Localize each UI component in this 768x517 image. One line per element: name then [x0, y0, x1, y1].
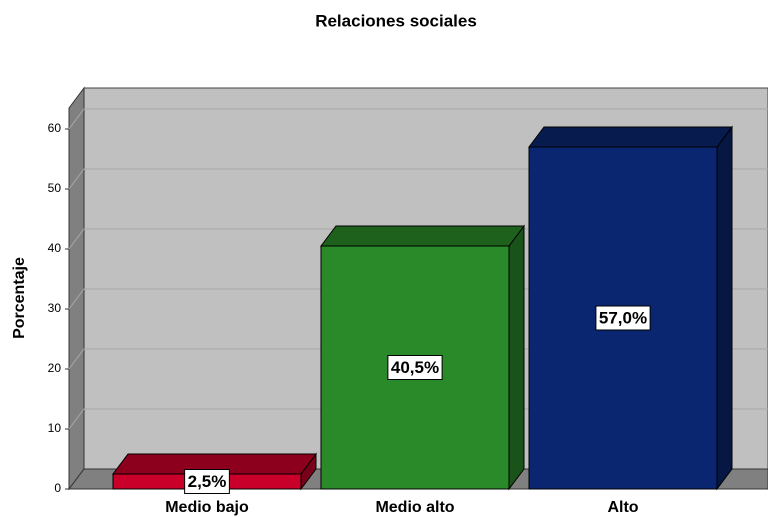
y-tick-label: 0 [54, 481, 61, 495]
value-label-box [184, 469, 230, 494]
side-wall [68, 86, 85, 491]
bar [112, 452, 317, 491]
y-tick-label: 30 [48, 301, 62, 315]
x-tick-label: Alto [607, 499, 638, 516]
bar-top [528, 126, 733, 148]
bar-side [716, 125, 733, 491]
x-tick-label: Medio alto [375, 499, 454, 516]
y-tick-label: 50 [48, 181, 62, 195]
bar-side [508, 224, 525, 491]
x-tick-label: Medio bajo [165, 499, 249, 516]
value-label: 2,5% [188, 472, 227, 491]
value-label: 57,0% [599, 308, 647, 327]
value-label-box [595, 305, 651, 331]
value-label: 40,5% [391, 358, 439, 377]
y-tick-label: 40 [48, 241, 62, 255]
value-label-box [387, 355, 443, 380]
grid-line [68, 108, 768, 130]
y-axis-label: Porcentaje [11, 257, 28, 339]
chart-title: Relaciones sociales [315, 11, 477, 30]
bar-top [320, 225, 525, 247]
y-tick-label: 60 [48, 121, 62, 135]
y-tick-label: 20 [48, 361, 62, 375]
y-tick-label: 10 [48, 421, 62, 435]
